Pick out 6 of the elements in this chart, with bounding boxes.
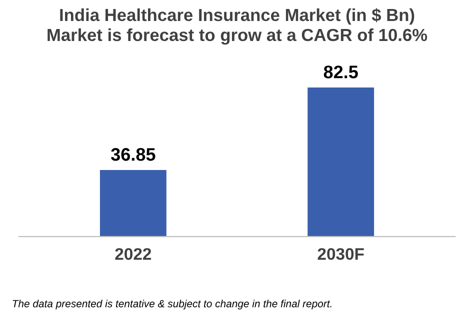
x-tick-label: 2022 (115, 248, 152, 260)
data-label: 82.5 (324, 66, 358, 78)
chart-title: India Healthcare Insurance Market (in $ Bn) Market is forecast to grow at a CAGR of 10.6% (48, 8, 428, 45)
data-label: 36.85 (110, 148, 156, 161)
text: The data presented is tentative & subject to change in the final report. (12, 300, 332, 310)
x-tick-label: 2030F (318, 248, 364, 260)
